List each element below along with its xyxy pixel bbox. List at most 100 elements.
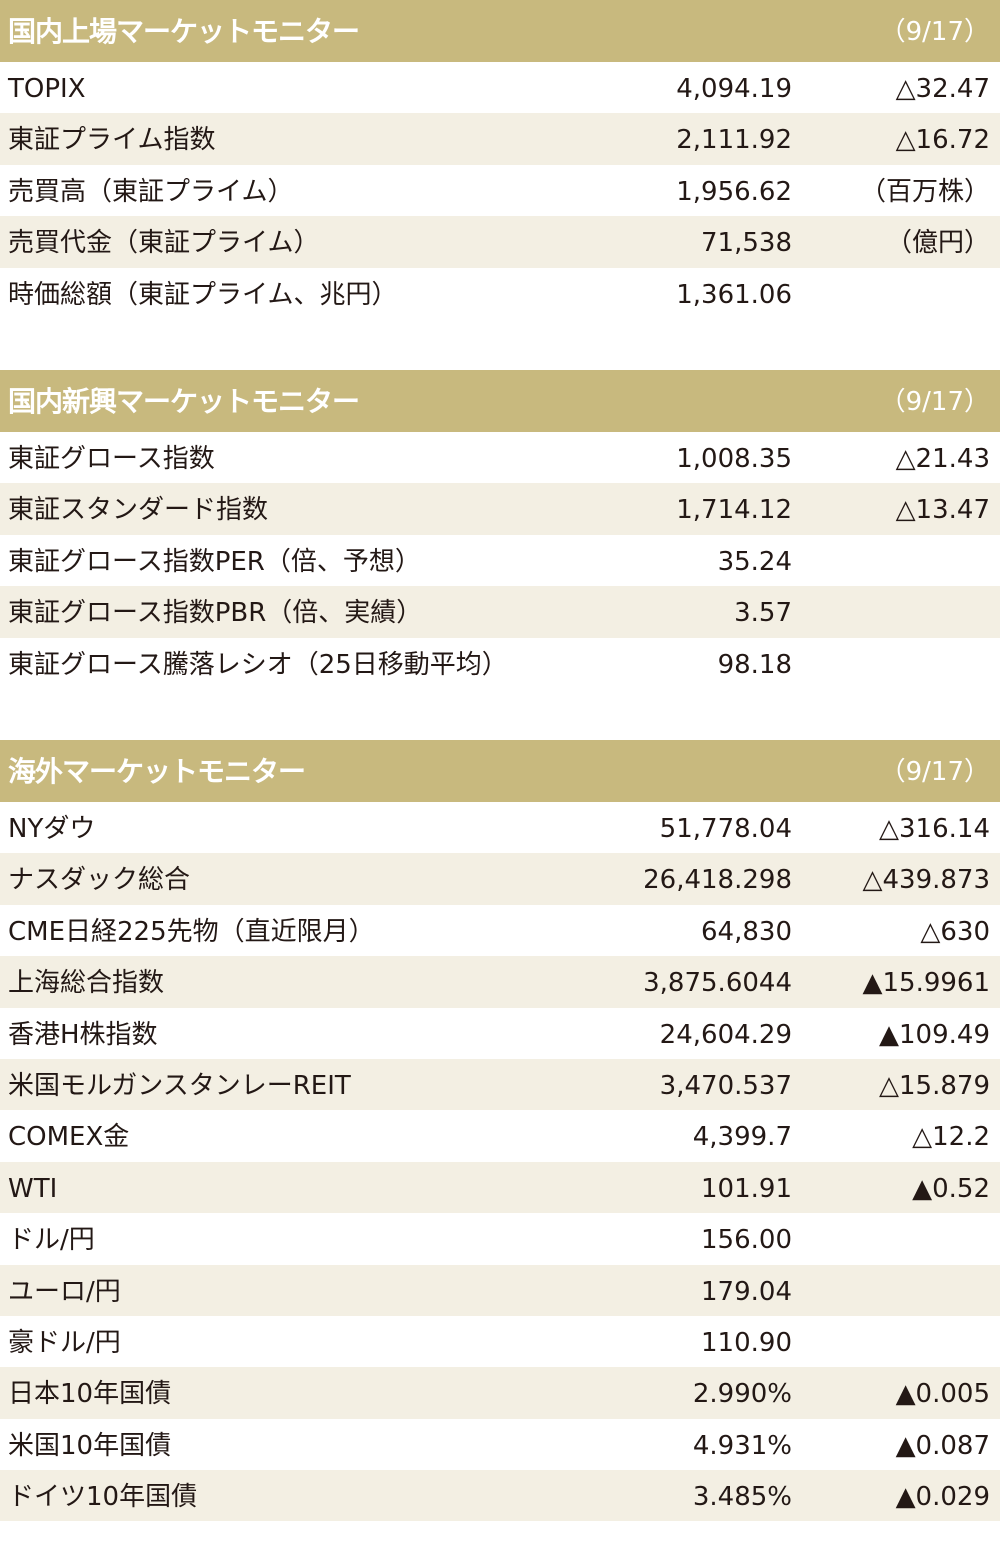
row-change: △16.72: [895, 125, 990, 156]
table-row: 香港H株指数 24,604.29 ▲109.49: [0, 1008, 1000, 1059]
row-label: 東証グロース指数PBR（倍、実績）: [8, 598, 423, 629]
row-change: ▲0.029: [895, 1482, 990, 1513]
table-row: 東証スタンダード指数 1,714.12 △13.47: [0, 483, 1000, 535]
row-change: ▲0.087: [895, 1430, 990, 1461]
row-label: 東証スタンダード指数: [8, 495, 269, 526]
row-change: ▲109.49: [879, 1019, 990, 1050]
row-value: 3.485%: [692, 1482, 792, 1513]
row-label: 時価総額（東証プライム、兆円）: [8, 279, 398, 310]
row-change: △15.879: [879, 1070, 990, 1101]
table-row: 米国モルガンスタンレーREIT 3,470.537 △15.879: [0, 1058, 1000, 1111]
row-value: 4,399.7: [692, 1122, 792, 1153]
table-row: 東証グロース指数PBR（倍、実績） 3.57: [0, 586, 1000, 638]
table-row: 売買代金（東証プライム） 71,538 （億円）: [0, 216, 1000, 268]
row-change: （億円）: [885, 228, 990, 259]
row-value: 35.24: [717, 546, 792, 577]
row-value: 4.931%: [692, 1430, 792, 1461]
row-label: COMEX金: [8, 1122, 130, 1153]
section-title: 国内上場マーケットモニター: [8, 15, 360, 48]
row-value: 2.990%: [692, 1379, 792, 1410]
section-title: 国内新興マーケットモニター: [8, 385, 360, 418]
row-change: △13.47: [895, 495, 990, 526]
row-label: 米国10年国債: [8, 1430, 172, 1461]
table-row: 東証グロース指数PER（倍、予想） 35.24: [0, 535, 1000, 586]
row-value: 110.90: [701, 1327, 792, 1358]
row-change: ▲15.9961: [862, 968, 990, 999]
row-label: WTI: [8, 1173, 58, 1204]
row-value: 51,778.04: [659, 814, 792, 844]
section-header: 国内新興マーケットモニター （9/17）: [0, 370, 1000, 432]
row-change: △439.873: [862, 865, 990, 896]
row-label: ユーロ/円: [8, 1276, 121, 1307]
row-value: 156.00: [701, 1225, 792, 1256]
row-label: ナスダック総合: [8, 865, 191, 896]
table-row: 東証グロース騰落レシオ（25日移動平均） 98.18: [0, 638, 1000, 689]
row-change: △630: [920, 916, 990, 947]
row-value: 3,875.6044: [643, 968, 792, 999]
row-label: 香港H株指数: [8, 1019, 158, 1050]
table-row: 豪ドル/円 110.90: [0, 1316, 1000, 1367]
row-value: 3.57: [734, 598, 792, 629]
row-value: 1,714.12: [676, 495, 792, 526]
table-row: ナスダック総合 26,418.298 △439.873: [0, 853, 1000, 905]
table-row: 東証グロース指数 1,008.35 △21.43: [0, 432, 1000, 483]
row-change: △12.2: [912, 1122, 990, 1153]
row-value: 1,361.06: [676, 279, 792, 310]
row-value: 4,094.19: [676, 74, 792, 104]
section-date: （9/17）: [879, 17, 990, 47]
row-value: 179.04: [701, 1276, 792, 1307]
row-label: 東証グロース指数: [8, 444, 215, 474]
row-label: NYダウ: [8, 814, 96, 844]
table-row: NYダウ 51,778.04 △316.14: [0, 802, 1000, 853]
row-value: 26,418.298: [643, 865, 792, 896]
section-header: 海外マーケットモニター （9/17）: [0, 740, 1000, 802]
row-label: CME日経225先物（直近限月）: [8, 916, 375, 947]
section-title: 海外マーケットモニター: [8, 755, 306, 788]
section-date: （9/17）: [879, 757, 990, 787]
section: 海外マーケットモニター （9/17） NYダウ 51,778.04 △316.14 ナスダ…: [0, 740, 1000, 1522]
section: 国内新興マーケットモニター （9/17） 東証グロース指数 1,008.35 △21.4…: [0, 370, 1000, 689]
row-value: 101.91: [701, 1173, 792, 1204]
table-row: ユーロ/円 179.04: [0, 1264, 1000, 1316]
row-change: （百万株）: [859, 176, 990, 207]
table-row: ドイツ10年国債 3.485% ▲0.029: [0, 1470, 1000, 1522]
table-row: WTI 101.91 ▲0.52: [0, 1161, 1000, 1214]
row-change: △316.14: [879, 814, 990, 844]
row-change: △32.47: [895, 74, 990, 104]
table-row: 日本10年国債 2.990% ▲0.005: [0, 1367, 1000, 1419]
table-row: 売買高（東証プライム） 1,956.62 （百万株）: [0, 165, 1000, 216]
table-row: 上海総合指数 3,875.6044 ▲15.9961: [0, 956, 1000, 1008]
row-change: △21.43: [895, 444, 990, 474]
row-label: 東証プライム指数: [8, 125, 216, 156]
row-change: ▲0.52: [912, 1173, 990, 1204]
table-row: 時価総額（東証プライム、兆円） 1,361.06: [0, 268, 1000, 319]
table-row: 米国10年国債 4.931% ▲0.087: [0, 1419, 1000, 1470]
row-value: 24,604.29: [659, 1019, 792, 1050]
row-label: 売買高（東証プライム）: [8, 176, 294, 207]
table-row: TOPIX 4,094.19 △32.47: [0, 62, 1000, 113]
row-value: 64,830: [701, 916, 792, 947]
table-row: ドル/円 156.00: [0, 1213, 1000, 1264]
row-label: 上海総合指数: [8, 968, 165, 999]
row-label: TOPIX: [8, 74, 86, 104]
row-value: 71,538: [701, 228, 792, 259]
row-value: 1,956.62: [676, 176, 792, 207]
row-label: 東証グロース指数PER（倍、予想）: [8, 546, 421, 577]
row-label: ドル/円: [8, 1225, 95, 1256]
section-header: 国内上場マーケットモニター （9/17）: [0, 0, 1000, 62]
row-label: 売買代金（東証プライム）: [8, 228, 320, 259]
row-value: 1,008.35: [676, 444, 792, 474]
row-label: 米国モルガンスタンレーREIT: [8, 1070, 351, 1101]
row-change: ▲0.005: [895, 1379, 990, 1410]
section: 国内上場マーケットモニター （9/17） TOPIX 4,094.19 △32.47 東証…: [0, 0, 1000, 319]
table-row: COMEX金 4,399.7 △12.2: [0, 1110, 1000, 1161]
table-row: CME日経225先物（直近限月） 64,830 △630: [0, 905, 1000, 956]
row-label: 東証グロース騰落レシオ（25日移動平均）: [8, 649, 508, 680]
section-date: （9/17）: [879, 387, 990, 417]
row-value: 98.18: [717, 649, 792, 680]
row-value: 3,470.537: [659, 1070, 792, 1101]
row-value: 2,111.92: [676, 125, 792, 156]
row-label: 豪ドル/円: [8, 1327, 121, 1358]
row-label: ドイツ10年国債: [8, 1482, 198, 1513]
